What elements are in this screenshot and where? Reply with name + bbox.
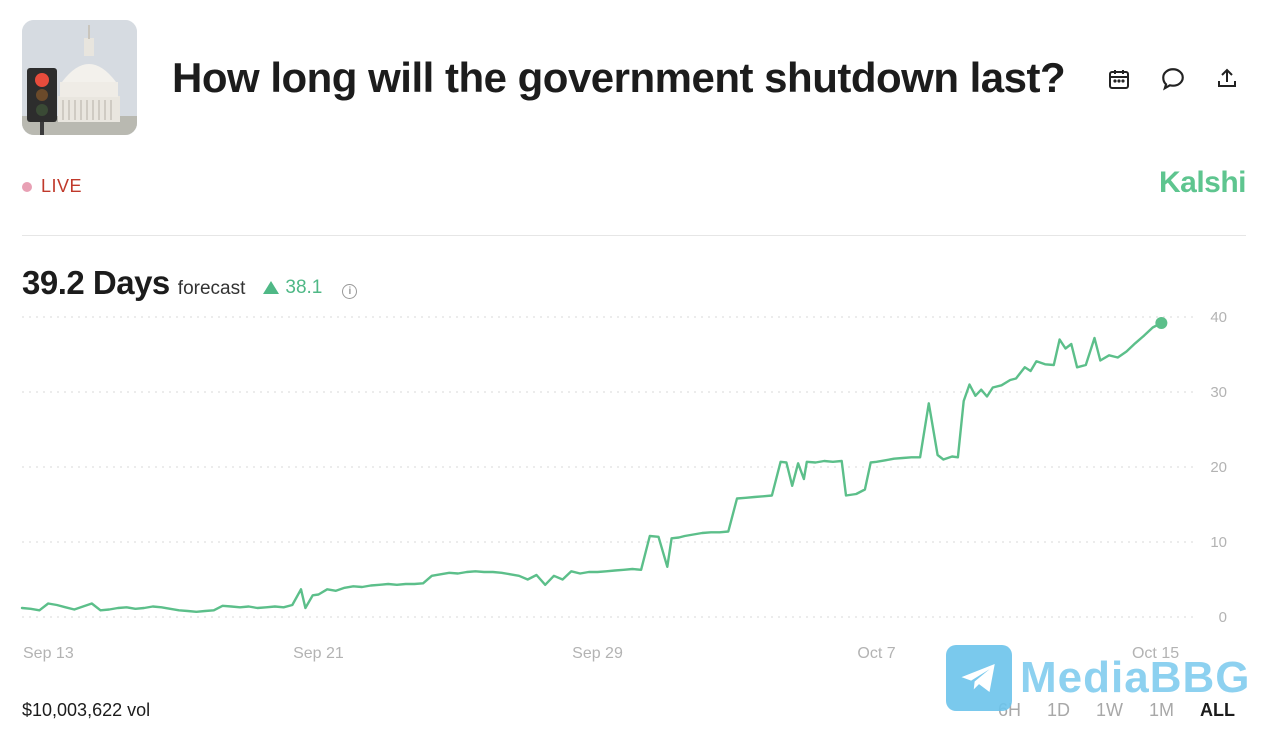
x-tick-label: Sep 21 — [293, 645, 344, 662]
up-triangle-icon — [263, 281, 280, 294]
watermark-text: MediaBBG — [1020, 653, 1251, 702]
y-tick-label: 20 — [1210, 459, 1227, 476]
brand-logo[interactable]: Kalshi — [1158, 166, 1247, 199]
calendar-icon[interactable] — [1104, 64, 1134, 94]
y-tick-label: 10 — [1210, 534, 1227, 551]
range-all[interactable]: ALL — [1200, 700, 1235, 720]
watermark: MediaBBG — [946, 645, 1250, 711]
live-indicator: LIVE — [22, 176, 82, 197]
forecast-chart: 0 10 20 30 40 Sep 13 Sep 21 Sep 29 Oct 7 Oct 15 — [20, 309, 1227, 662]
forecast-label: forecast — [177, 278, 246, 299]
telegram-icon — [946, 645, 1012, 711]
capitol-traffic-light-image — [22, 20, 137, 135]
market-thumbnail — [22, 20, 137, 135]
range-selector: 6H 1D 1W 1M ALL — [998, 700, 1235, 721]
latest-point[interactable] — [1155, 317, 1168, 329]
share-icon[interactable] — [1212, 64, 1242, 94]
range-1w[interactable]: 1W — [1095, 700, 1123, 720]
range-1d[interactable]: 1D — [1046, 700, 1070, 720]
header-actions — [1104, 64, 1242, 94]
info-icon[interactable]: i — [342, 284, 358, 299]
forecast-summary: 39.2 Days forecast 38.1 i — [22, 264, 358, 302]
forecast-series-line[interactable] — [20, 321, 1163, 613]
live-label: LIVE — [41, 176, 83, 196]
delta-value: 38.1 — [285, 276, 323, 298]
y-tick-label: 0 — [1219, 609, 1227, 626]
x-tick-label: Sep 13 — [23, 645, 74, 662]
page-title: How long will the government shutdown la… — [172, 54, 1066, 101]
divider — [22, 235, 1246, 236]
x-tick-label: Sep 29 — [572, 645, 623, 662]
comment-icon[interactable] — [1158, 64, 1188, 94]
y-tick-label: 40 — [1210, 309, 1227, 326]
forecast-value: 39.2 Days — [22, 264, 170, 301]
range-1m[interactable]: 1M — [1148, 700, 1174, 720]
x-tick-label: Oct 15 — [1132, 645, 1179, 662]
y-tick-label: 30 — [1210, 384, 1227, 401]
live-dot — [22, 181, 32, 192]
volume-label: $10,003,622 vol — [22, 700, 151, 720]
forecast-delta: 38.1 — [263, 277, 322, 299]
x-tick-label: Oct 7 — [857, 645, 895, 662]
